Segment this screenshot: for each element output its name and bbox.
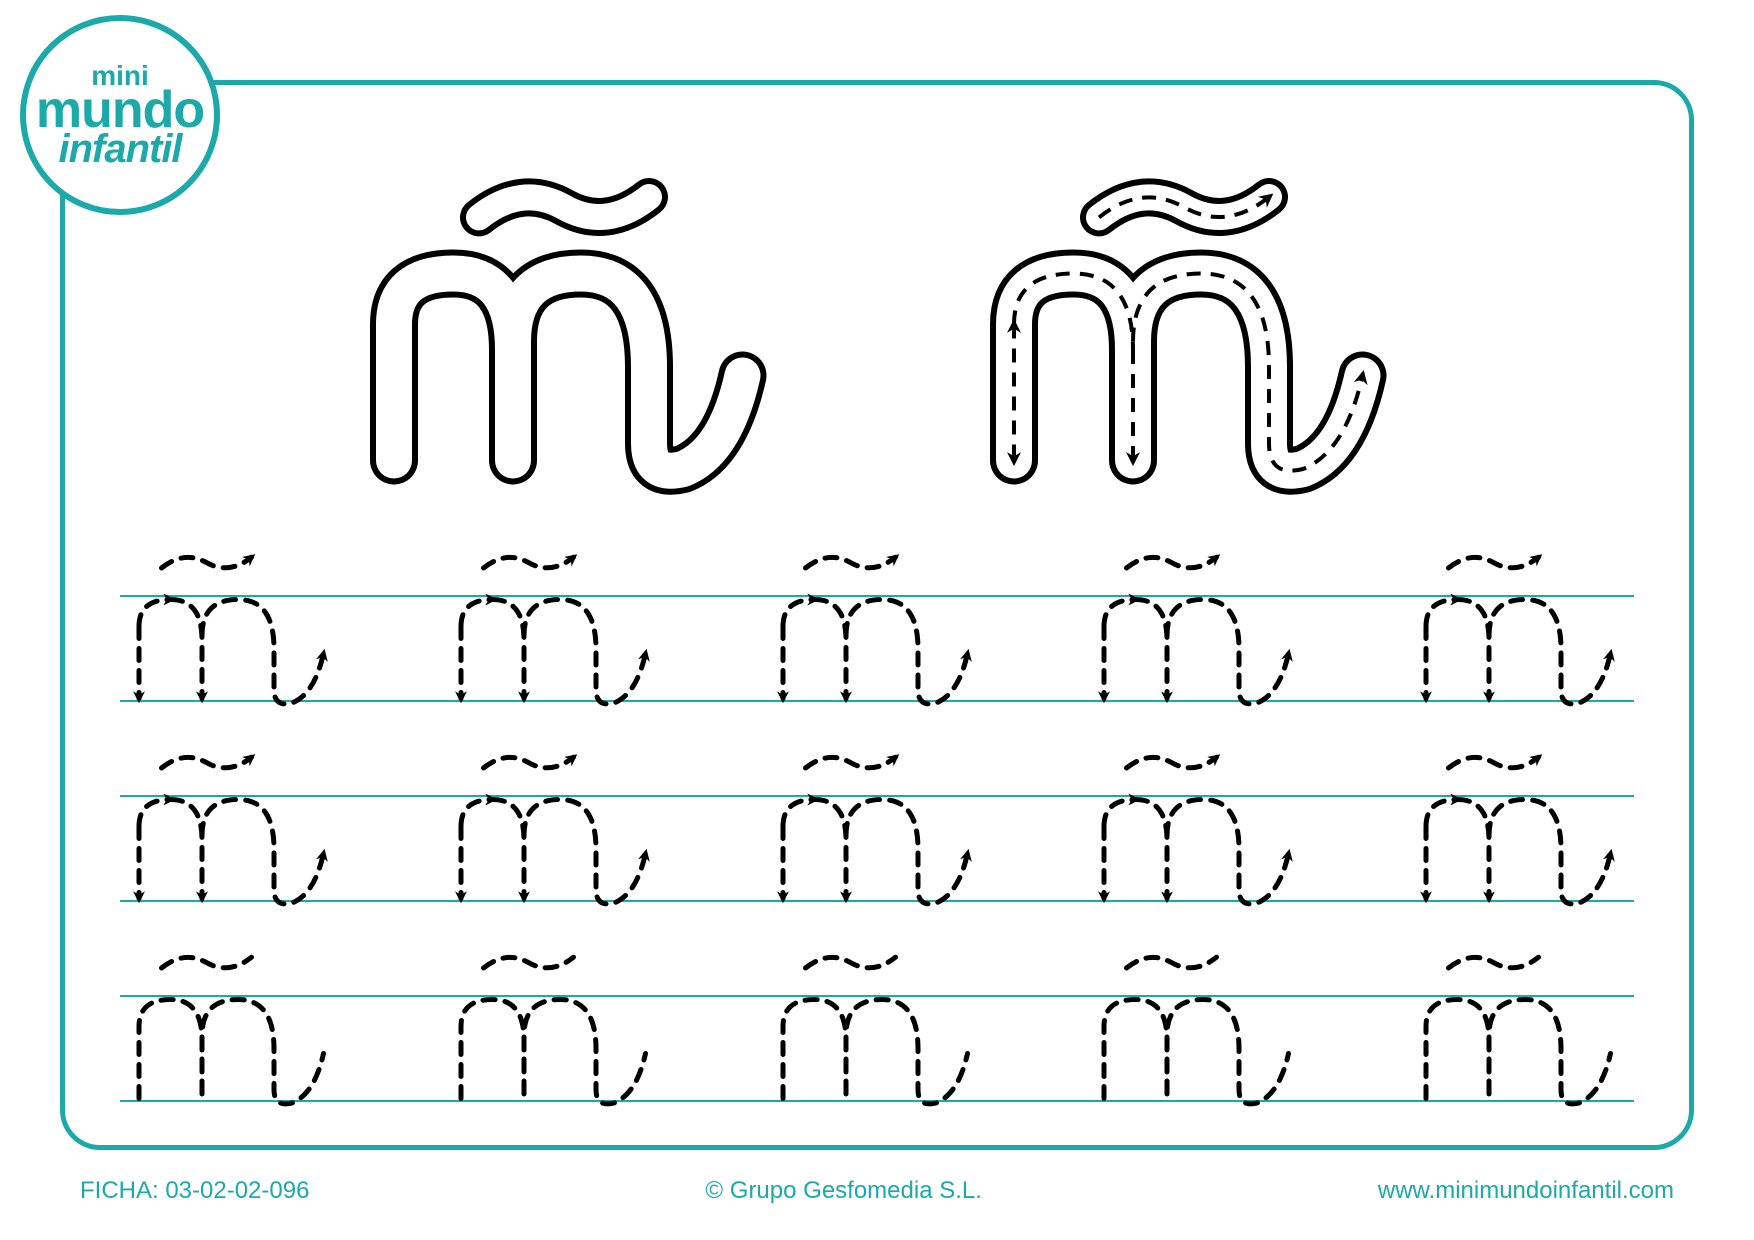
practice-letter (1417, 550, 1624, 717)
practice-letter-slot (1095, 950, 1302, 1130)
practice-letter-slot (1417, 950, 1624, 1130)
practice-letter-slot (774, 950, 981, 1130)
example-letters (0, 120, 1754, 520)
practice-row (120, 750, 1634, 930)
website-url: www.minimundoinfantil.com (1378, 1177, 1674, 1205)
practice-letter-slot (130, 750, 337, 930)
practice-letter (1095, 750, 1302, 917)
letters-container (120, 950, 1634, 1130)
example-letter-outline (347, 120, 787, 520)
practice-letter-slot (1095, 550, 1302, 730)
practice-letter-slot (774, 750, 981, 930)
practice-letter (1095, 950, 1302, 1117)
practice-letter (1417, 750, 1624, 917)
copyright-text: © Grupo Gesfomedia S.L. (705, 1177, 981, 1205)
practice-row (120, 950, 1634, 1130)
practice-letter (774, 550, 981, 717)
practice-letter-slot (1417, 750, 1624, 930)
practice-letter-slot (452, 950, 659, 1130)
practice-letter-slot (1417, 550, 1624, 730)
practice-letter (1417, 950, 1624, 1117)
practice-area (120, 550, 1634, 1150)
practice-letter (452, 550, 659, 717)
worksheet-footer: FICHA: 03-02-02-096 © Grupo Gesfomedia S… (80, 1177, 1674, 1205)
practice-letter (130, 550, 337, 717)
practice-letter (452, 750, 659, 917)
practice-letter (774, 750, 981, 917)
practice-letter-slot (130, 950, 337, 1130)
practice-letter (452, 950, 659, 1117)
practice-letter (1095, 550, 1302, 717)
practice-letter (130, 750, 337, 917)
letters-container (120, 550, 1634, 730)
practice-letter-slot (1095, 750, 1302, 930)
practice-letter-slot (130, 550, 337, 730)
example-letter-guided (967, 120, 1407, 520)
practice-row (120, 550, 1634, 730)
practice-letter (774, 950, 981, 1117)
ficha-code: FICHA: 03-02-02-096 (80, 1177, 309, 1205)
practice-letter-slot (452, 750, 659, 930)
practice-letter-slot (774, 550, 981, 730)
practice-letter (130, 950, 337, 1117)
letters-container (120, 750, 1634, 930)
practice-letter-slot (452, 550, 659, 730)
